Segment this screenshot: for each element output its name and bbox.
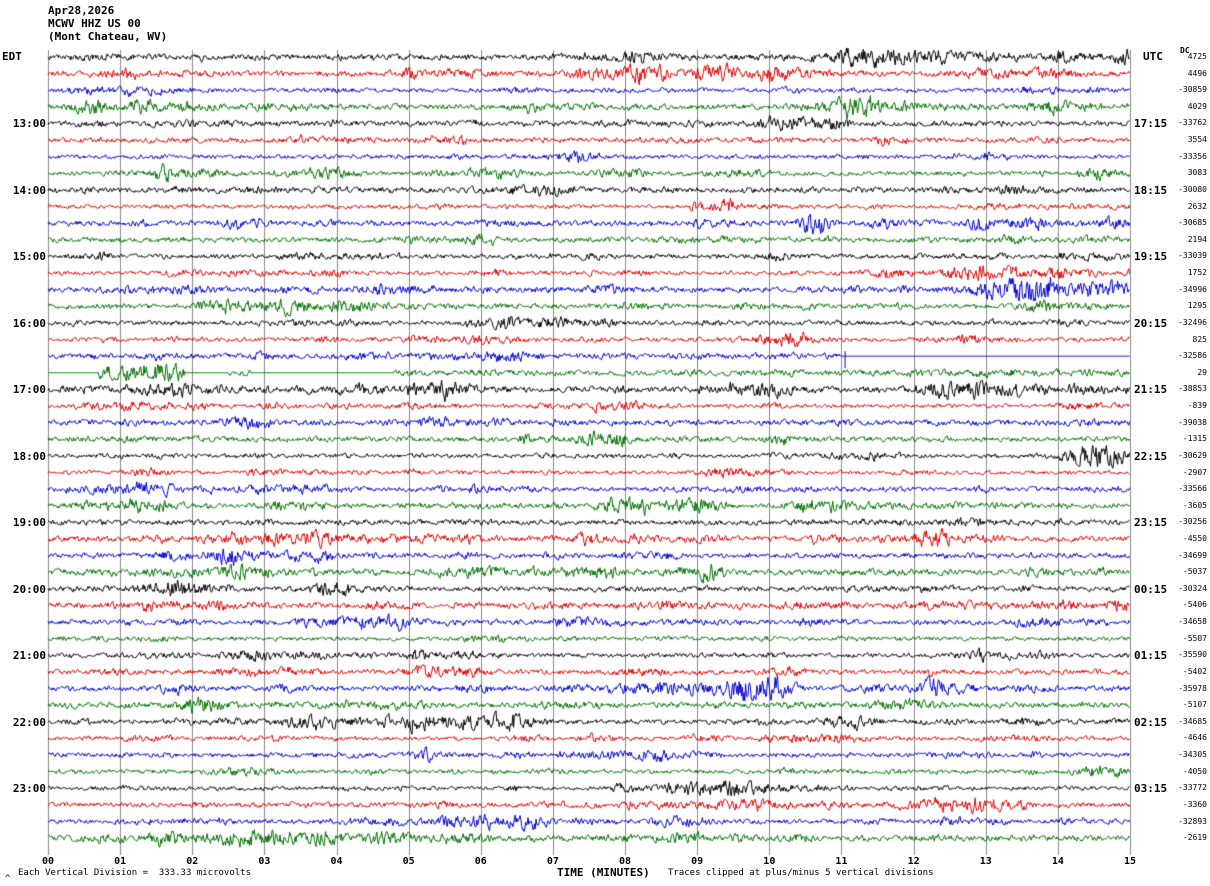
station-code: MCWV HHZ US 00 <box>48 17 141 30</box>
x-tick-label: 10 <box>763 856 776 867</box>
x-tick-label: 02 <box>186 856 199 867</box>
dc-value: -38853 <box>1178 384 1207 394</box>
dc-value: -34685 <box>1178 716 1207 726</box>
dc-column-header: DC <box>1180 46 1190 55</box>
utc-hour-label: 02:15 <box>1134 715 1168 729</box>
dc-value: -4646 <box>1182 733 1207 743</box>
corner-mark: ^ <box>5 874 11 884</box>
utc-hour-label: 22:15 <box>1134 449 1168 463</box>
x-tick-label: 04 <box>330 856 343 867</box>
utc-hour-label: 21:15 <box>1134 383 1168 397</box>
dc-value: 29 <box>1197 367 1207 377</box>
dc-value: -2907 <box>1182 467 1207 477</box>
dc-value: -34699 <box>1178 550 1207 560</box>
x-tick-label: 15 <box>1123 856 1137 867</box>
edt-hour-label: 19:00 <box>12 516 46 530</box>
dc-value: -33762 <box>1178 118 1207 128</box>
utc-hour-label: 03:15 <box>1134 782 1168 796</box>
dc-value: -30324 <box>1178 583 1207 593</box>
dc-value: -35590 <box>1178 650 1207 660</box>
x-tick-label: 03 <box>258 856 271 867</box>
x-tick-label: 11 <box>835 856 848 867</box>
dc-value: -33356 <box>1178 151 1207 161</box>
dc-value: -5507 <box>1182 633 1207 643</box>
dc-value: -3360 <box>1182 799 1207 809</box>
dc-value: 1295 <box>1187 301 1207 311</box>
edt-hour-label: 17:00 <box>12 383 46 397</box>
dc-value: 825 <box>1192 334 1207 344</box>
x-axis-title: TIME (MINUTES) <box>557 866 650 879</box>
utc-hour-label: 01:15 <box>1134 649 1168 663</box>
utc-hour-label: 23:15 <box>1134 516 1168 530</box>
dc-value: -839 <box>1187 401 1207 411</box>
dc-value: 2632 <box>1187 201 1207 211</box>
edt-hour-label: 21:00 <box>12 649 46 663</box>
utc-hour-label: 17:15 <box>1134 117 1168 131</box>
utc-hour-label: 00:15 <box>1134 582 1168 596</box>
x-tick-label: 07 <box>546 856 559 867</box>
edt-hour-label: 14:00 <box>12 183 46 197</box>
dc-value: -39038 <box>1178 417 1207 427</box>
edt-hour-label: 15:00 <box>12 250 46 264</box>
station-location: (Mont Chateau, WV) <box>48 30 168 43</box>
dc-value: -30629 <box>1178 450 1207 460</box>
dc-value: -33566 <box>1178 484 1207 494</box>
right-axis-label: UTC <box>1143 50 1163 63</box>
dc-value: -30080 <box>1178 184 1207 194</box>
dc-value: 1752 <box>1187 268 1207 278</box>
dc-value: -5107 <box>1182 700 1207 710</box>
x-tick-label: 06 <box>474 856 487 867</box>
x-tick-label: 12 <box>907 856 920 867</box>
x-tick-label: 05 <box>402 856 415 867</box>
dc-value: -34305 <box>1178 750 1207 760</box>
dc-value: -32893 <box>1178 816 1207 826</box>
dc-value: -33772 <box>1178 783 1207 793</box>
edt-hour-label: 22:00 <box>12 715 46 729</box>
plot-date: Apr28,2026 <box>48 4 115 17</box>
dc-value: 4496 <box>1187 68 1207 78</box>
dc-value: -4550 <box>1182 533 1207 543</box>
edt-hour-label: 13:00 <box>12 117 46 131</box>
dc-value: -5037 <box>1182 567 1207 577</box>
dc-value: -4050 <box>1182 766 1207 776</box>
x-tick-label: 01 <box>114 856 127 867</box>
dc-value: -1315 <box>1182 434 1207 444</box>
dc-value: -30685 <box>1178 218 1207 228</box>
utc-hour-label: 18:15 <box>1134 183 1168 197</box>
dc-value: -33039 <box>1178 251 1207 261</box>
left-axis-label: EDT <box>2 50 22 63</box>
edt-hour-label: 18:00 <box>12 449 46 463</box>
edt-hour-label: 23:00 <box>12 782 46 796</box>
edt-hour-label: 16:00 <box>12 316 46 330</box>
dc-value: 2194 <box>1187 234 1207 244</box>
dc-value: -30859 <box>1178 85 1207 95</box>
dc-value: 3554 <box>1187 135 1207 145</box>
x-tick-label: 08 <box>619 856 632 867</box>
dc-value: -5402 <box>1182 666 1207 676</box>
dc-value: 4029 <box>1187 101 1207 111</box>
dc-value: 4725 <box>1187 52 1207 61</box>
dc-value: -32586 <box>1178 351 1207 361</box>
x-tick-label: 14 <box>1051 856 1064 867</box>
dc-value: -2619 <box>1182 833 1207 843</box>
x-tick-label: 13 <box>979 856 992 867</box>
dc-value: -35978 <box>1178 683 1207 693</box>
dc-value: -34996 <box>1178 284 1207 294</box>
utc-hour-label: 20:15 <box>1134 316 1168 330</box>
utc-hour-label: 19:15 <box>1134 250 1168 264</box>
footer-scale-note: Each Vertical Division = 333.33 microvol… <box>18 868 251 878</box>
dc-value: -3605 <box>1182 500 1207 510</box>
dc-value: -32496 <box>1178 317 1207 327</box>
dc-value: -5406 <box>1182 600 1207 610</box>
x-tick-label: 09 <box>691 856 704 867</box>
dc-value: -34658 <box>1178 617 1207 627</box>
x-tick-label: 00 <box>41 856 55 867</box>
edt-hour-label: 20:00 <box>12 582 46 596</box>
footer-clip-note: Traces clipped at plus/minus 5 vertical … <box>668 868 934 878</box>
dc-value: -30256 <box>1178 517 1207 527</box>
dc-value: 3083 <box>1187 168 1207 178</box>
